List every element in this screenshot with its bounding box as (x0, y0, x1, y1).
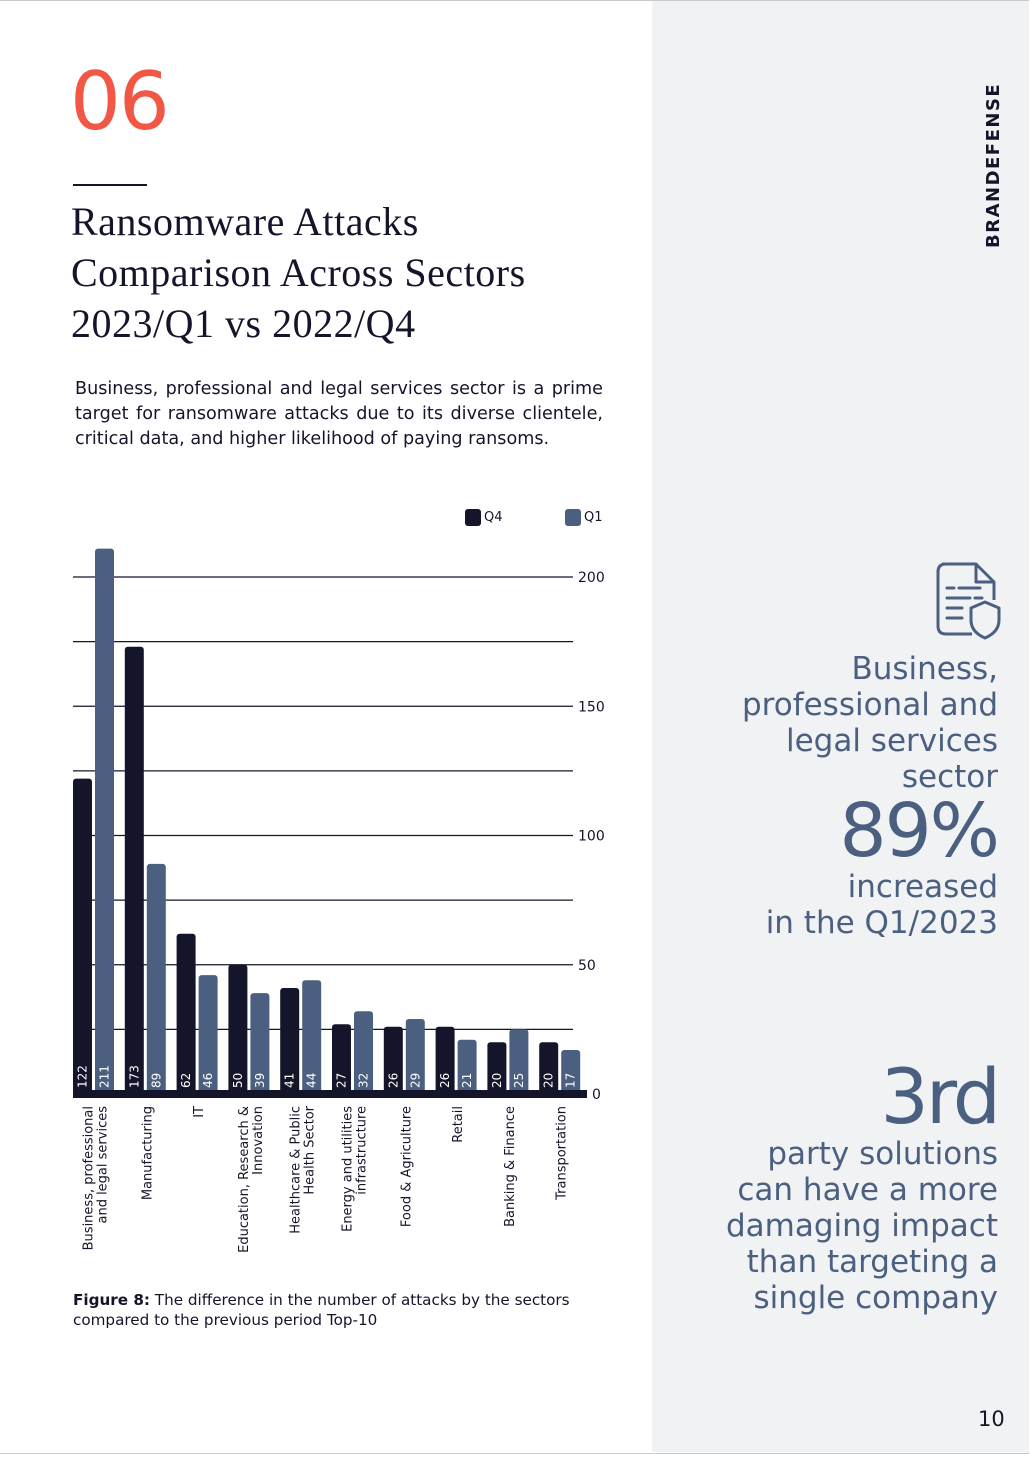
x-axis-baseline (73, 1090, 587, 1098)
category-label: Retail (451, 1106, 466, 1143)
sidebar-panel (652, 1, 1029, 1452)
bar-q4 (435, 1026, 455, 1096)
category-label: Education, Research & (237, 1106, 252, 1253)
bar-value-label: 39 (253, 1073, 267, 1088)
stat-text: Business, (851, 651, 998, 687)
bar-value-label: 17 (564, 1073, 578, 1088)
brand-logo: BRANDEFENSE (983, 82, 1004, 248)
y-tick-label: 150 (578, 699, 605, 715)
caption-label: Figure 8: (73, 1291, 150, 1309)
category-label: IT (192, 1106, 207, 1118)
y-tick-label: 0 (592, 1087, 601, 1103)
bar-value-label: 41 (283, 1073, 297, 1088)
stat-text: increased (847, 869, 998, 905)
bar-value-label: 173 (127, 1065, 141, 1088)
bar-q1 (302, 980, 322, 1096)
legend-label-q4: Q4 (484, 510, 503, 525)
bar-q4 (124, 646, 144, 1096)
bar-q4 (383, 1026, 403, 1096)
category-label: infrastructure (355, 1106, 370, 1195)
legend-swatch-q1 (565, 509, 581, 526)
category-label: Innovation (251, 1106, 266, 1175)
stat-text: legal services (785, 723, 998, 759)
legend-item-q4: Q4 (465, 509, 503, 526)
bar-value-label: 32 (357, 1073, 371, 1088)
title-line: Comparison Across Sectors (71, 250, 526, 295)
bar-value-label: 29 (408, 1073, 422, 1088)
caption-text: The difference in the number of attacks … (73, 1291, 570, 1329)
bar-value-label: 25 (512, 1073, 526, 1088)
bar-q4 (539, 1042, 559, 1096)
bar-q4 (280, 988, 300, 1096)
stat-text: in the Q1/2023 (765, 905, 998, 941)
bar-value-label: 26 (386, 1073, 400, 1088)
stat-value: 89% (839, 788, 1000, 874)
bar-q1 (561, 1050, 581, 1096)
stat-text: professional and (741, 687, 998, 723)
category-label: Transportation (555, 1106, 570, 1201)
stat-text: than targeting a (746, 1244, 998, 1280)
bar-value-label: 20 (542, 1073, 556, 1088)
bar-q4 (487, 1042, 507, 1096)
bar-q4 (73, 778, 92, 1096)
stat-sector-increase: Business, professional and legal service… (678, 651, 1000, 941)
title-line: 2023/Q1 vs 2022/Q4 (71, 301, 416, 346)
category-label: Food & Agriculture (399, 1106, 414, 1227)
bar-value-label: 46 (201, 1073, 215, 1088)
title-line: Ransomware Attacks (71, 199, 419, 244)
bar-q1 (198, 975, 218, 1096)
bar-value-label: 26 (438, 1073, 452, 1088)
title-divider (73, 184, 147, 186)
y-tick-label: 200 (578, 570, 605, 586)
stat-text: single company (753, 1280, 998, 1316)
stat-value: 3rd (880, 1052, 1001, 1141)
bar-value-label: 62 (179, 1073, 193, 1088)
bar-value-label: 211 (98, 1065, 112, 1088)
stat-third-party: 3rd party solutions can have a more dama… (658, 1052, 1001, 1317)
bar-value-label: 27 (335, 1073, 349, 1088)
figure-caption: Figure 8: The difference in the number o… (73, 1290, 593, 1330)
y-tick-label: 100 (578, 829, 605, 845)
stat-text: damaging impact (725, 1208, 998, 1244)
bar-q1 (250, 993, 270, 1096)
page-number: 10 (978, 1407, 1005, 1431)
bar-q1 (146, 863, 166, 1096)
legend-swatch-q4 (465, 509, 481, 526)
intro-paragraph: Business, professional and legal service… (75, 379, 603, 449)
bar-value-label: 122 (76, 1065, 90, 1088)
bar-value-label: 50 (231, 1073, 245, 1088)
bar-value-label: 89 (149, 1073, 163, 1088)
bar-q1 (509, 1029, 529, 1096)
stat-text: can have a more (737, 1172, 998, 1208)
y-tick-label: 50 (578, 958, 596, 974)
category-label: Business, professional (82, 1106, 97, 1250)
chapter-number: 06 (70, 55, 170, 148)
category-label: Health Sector (303, 1105, 318, 1194)
legend-item-q1: Q1 (565, 509, 603, 526)
bar-q4 (228, 964, 248, 1096)
bar-value-label: 20 (490, 1073, 504, 1088)
category-label: Manufacturing (140, 1106, 155, 1200)
bar-value-label: 21 (460, 1073, 474, 1088)
bar-q1 (457, 1039, 477, 1096)
bar-q4 (332, 1024, 351, 1096)
category-label: and legal services (96, 1106, 111, 1224)
stat-text: sector (901, 759, 998, 795)
bar-q1 (95, 548, 114, 1096)
document-shield-icon (936, 562, 1001, 640)
category-label: Healthcare & Public (289, 1106, 304, 1234)
page-title: Ransomware Attacks Comparison Across Sec… (71, 196, 651, 349)
stat-text: party solutions (767, 1136, 998, 1172)
bar-q4 (176, 933, 196, 1096)
bar-q1 (354, 1011, 373, 1096)
category-label: Energy and utilities (341, 1106, 356, 1232)
bar-value-label: 44 (305, 1073, 319, 1088)
legend-label-q1: Q1 (584, 510, 603, 525)
category-label: Banking & Finance (503, 1106, 518, 1227)
bar-q1 (405, 1019, 425, 1096)
